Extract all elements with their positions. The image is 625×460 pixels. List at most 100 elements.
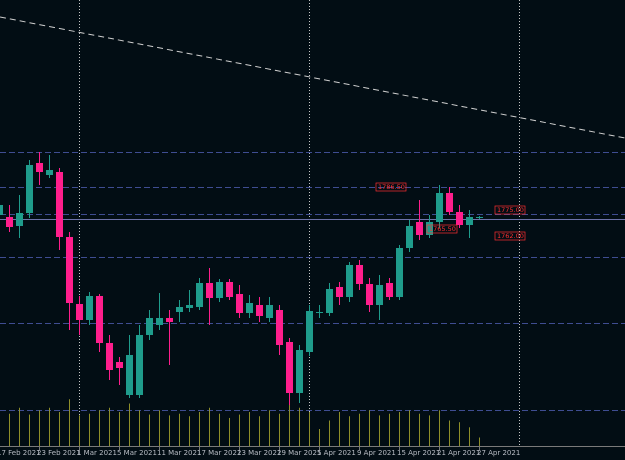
price-label: 1775.00 [497, 206, 524, 214]
volume-bar [9, 413, 10, 446]
volume-bar [299, 407, 300, 446]
x-tick-label: 17 Mar 2021 [197, 449, 241, 457]
candle-body [216, 282, 223, 298]
candle-body [316, 312, 323, 313]
candle-body [116, 362, 123, 368]
candle-body [0, 205, 3, 215]
trend-line [0, 16, 625, 139]
candle-body [76, 304, 83, 320]
volume-bar [289, 403, 290, 446]
candle-body [36, 163, 43, 172]
candle-body [356, 265, 363, 284]
volume-bar [79, 415, 80, 446]
volume-bar [89, 413, 90, 446]
volume-bar [99, 410, 100, 446]
volume-bar [229, 417, 230, 446]
volume-bar [459, 422, 460, 446]
candle-body [276, 310, 283, 345]
volume-bar [129, 403, 130, 446]
price-label: 1762.00 [497, 232, 524, 240]
x-tick-label: 23 Mar 2021 [237, 449, 281, 457]
candle-body [16, 213, 23, 226]
volume-bar [29, 414, 30, 446]
candle-body [256, 305, 263, 316]
x-tick-label: 9 Apr 2021 [357, 449, 396, 457]
volume-bar [359, 413, 360, 446]
volume-bar [189, 416, 190, 446]
x-tick-label: 17 Feb 2021 [0, 449, 41, 457]
volume-bar [329, 420, 330, 446]
volume-bar [419, 413, 420, 446]
volume-bar [409, 410, 410, 446]
candle-body [446, 193, 453, 212]
candle-body [146, 318, 153, 335]
volume-bar [259, 416, 260, 446]
x-tick-label: 23 Feb 2021 [37, 449, 81, 457]
candle-body [226, 282, 233, 297]
candle-body [426, 222, 433, 235]
volume-bar [169, 415, 170, 446]
x-tick-label: 5 Apr 2021 [317, 449, 356, 457]
volume-bar [309, 412, 310, 446]
volume-bar [69, 399, 70, 446]
candle-body [326, 289, 333, 313]
volume-bar [159, 410, 160, 446]
x-tick-label: 11 Mar 2021 [157, 449, 201, 457]
price-label: 1765.50 [429, 225, 456, 233]
volume-bar [269, 410, 270, 446]
volume-bar [349, 416, 350, 446]
candle-body [26, 165, 33, 213]
candle-body [186, 305, 193, 308]
x-tick-label: 1 Mar 2021 [77, 449, 117, 457]
volume-bar [469, 427, 470, 446]
price-label-box [494, 205, 526, 215]
candle-body [466, 217, 473, 225]
x-tick-label: 29 Mar 2021 [277, 449, 321, 457]
candle-body [206, 283, 213, 298]
volume-bar [19, 407, 20, 446]
candle-body [376, 285, 383, 305]
candle-body [136, 335, 143, 395]
candle-body [106, 343, 113, 370]
candle-body [176, 307, 183, 312]
volume-bar [49, 407, 50, 446]
volume-bar [179, 413, 180, 446]
x-tick-label: 5 Mar 2021 [117, 449, 157, 457]
x-tick-label: 21 Apr 2021 [437, 449, 480, 457]
candle-body [436, 193, 443, 222]
volume-bar [379, 415, 380, 446]
volume-bar [449, 420, 450, 446]
price-label-box [375, 182, 407, 192]
candle-body [126, 355, 133, 395]
candle-body [66, 237, 73, 303]
candle-body [336, 287, 343, 297]
x-tick-label: 27 Apr 2021 [477, 449, 520, 457]
candle-body [166, 318, 173, 322]
volume-bar [109, 407, 110, 446]
volume-bar [139, 410, 140, 446]
candle-body [366, 284, 373, 305]
price-label-box [494, 231, 526, 241]
volume-bar [119, 412, 120, 446]
candle-body [156, 318, 163, 325]
volume-bar [149, 414, 150, 446]
candle-body [476, 217, 483, 218]
candle-body [346, 265, 353, 297]
price-label-box [426, 224, 458, 234]
volume-bar [479, 437, 480, 446]
volume-bar [239, 414, 240, 446]
candle-body [456, 212, 463, 225]
candle-body [246, 303, 253, 313]
volume-bar [199, 412, 200, 446]
candle-body [56, 172, 63, 237]
candle-body [306, 311, 313, 352]
candle-body [96, 296, 103, 343]
volume-bar [219, 413, 220, 446]
candle-body [236, 294, 243, 313]
candle-body [86, 296, 93, 320]
volume-bar [439, 410, 440, 446]
candle-body [396, 248, 403, 297]
candle-body [196, 283, 203, 307]
candle-body [416, 222, 423, 235]
